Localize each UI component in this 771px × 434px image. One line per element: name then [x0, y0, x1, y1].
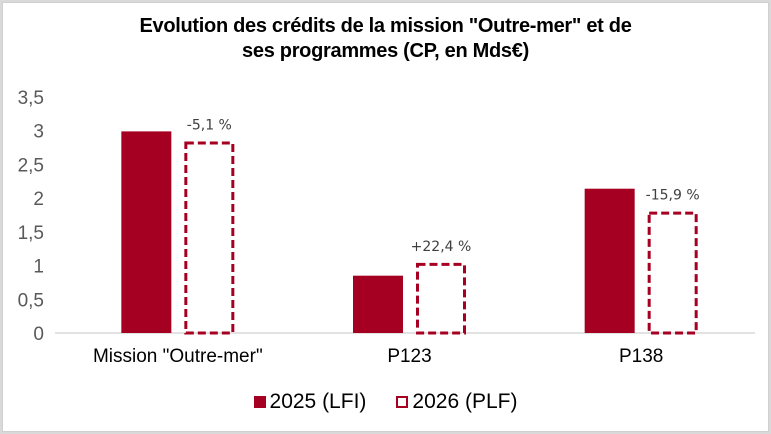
legend-swatch-solid — [253, 396, 266, 408]
x-category-label: P123 — [387, 346, 431, 367]
y-tick-label: 0 — [33, 324, 44, 345]
data-label: +22,4 % — [411, 239, 472, 255]
chart-title: Evolution des crédits de la mission "Out… — [0, 14, 771, 64]
data-label: -15,9 % — [646, 188, 700, 204]
legend-item-2026: 2026 (PLF) — [396, 390, 517, 414]
legend: 2025 (LFI) 2026 (PLF) — [0, 390, 771, 414]
bar-2025 — [121, 131, 172, 333]
legend-label-2026: 2026 (PLF) — [412, 390, 518, 413]
bar-2025 — [584, 188, 635, 333]
x-category-label: Mission "Outre-mer" — [93, 346, 263, 367]
chart-title-line2: ses programmes (CP, en Mds€) — [242, 40, 529, 62]
y-tick-label: 3 — [33, 122, 44, 143]
y-tick-label: 0,5 — [18, 290, 44, 311]
x-category-label: P138 — [619, 346, 663, 367]
y-tick-label: 2,5 — [18, 155, 44, 176]
y-tick-label: 2 — [33, 189, 44, 210]
chart-title-line1: Evolution des crédits de la mission "Out… — [139, 15, 632, 37]
bar-2026 — [416, 262, 466, 335]
y-tick-label: 1,5 — [18, 223, 44, 244]
data-label: -5,1 % — [187, 118, 232, 134]
legend-swatch-dashed — [396, 396, 409, 408]
bar-2026 — [184, 141, 235, 335]
y-tick-label: 3,5 — [18, 88, 44, 109]
bar-2025 — [353, 275, 403, 333]
legend-item-2025: 2025 (LFI) — [253, 390, 367, 414]
y-tick-label: 1 — [33, 257, 44, 278]
legend-label-2025: 2025 (LFI) — [269, 390, 367, 413]
bar-2026 — [647, 211, 698, 335]
